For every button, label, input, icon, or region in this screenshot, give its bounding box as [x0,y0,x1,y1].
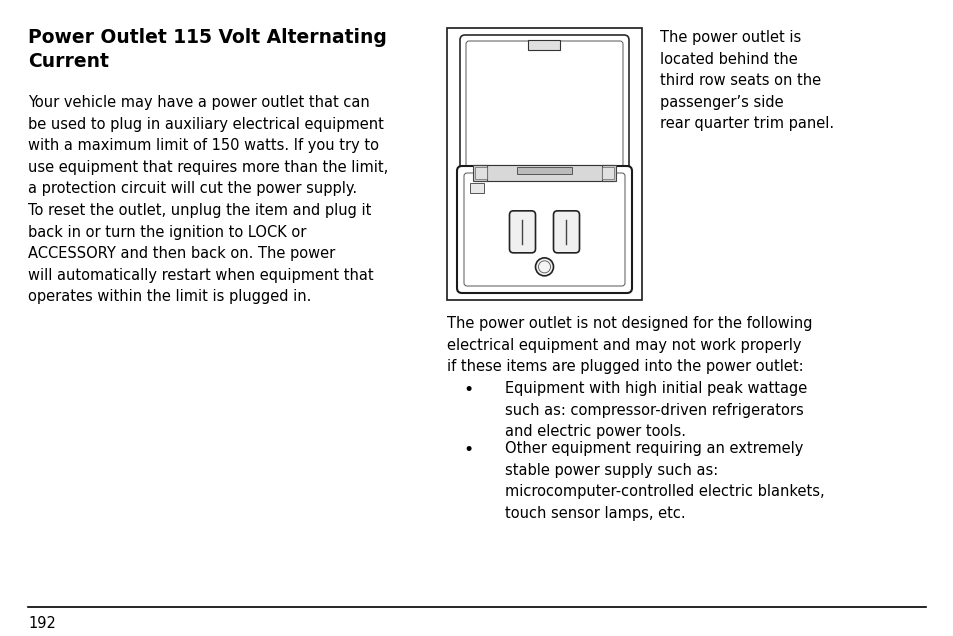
Circle shape [535,258,553,276]
Bar [601,167,614,179]
Bar [475,165,614,181]
Text: The power outlet is not designed for the following
electrical equipment and may : The power outlet is not designed for the… [447,316,812,374]
Bar [473,165,486,181]
Text: Your vehicle may have a power outlet that can
be used to plug in auxiliary elect: Your vehicle may have a power outlet tha… [28,95,388,305]
FancyBboxPatch shape [509,211,535,253]
Text: Current: Current [28,52,109,71]
Bar [517,167,572,174]
Text: The power outlet is
located behind the
third row seats on the
passenger’s side
r: The power outlet is located behind the t… [659,30,833,132]
Bar [470,183,483,193]
Text: •: • [462,441,473,459]
FancyBboxPatch shape [463,173,624,286]
Bar [601,165,616,181]
FancyBboxPatch shape [553,211,578,253]
Bar [475,167,486,179]
Text: Equipment with high initial peak wattage
such as: compressor-driven refrigerator: Equipment with high initial peak wattage… [504,381,806,439]
Text: •: • [462,381,473,399]
Text: 192: 192 [28,616,56,631]
Bar [447,28,641,300]
Text: Power Outlet 115 Volt Alternating: Power Outlet 115 Volt Alternating [28,28,387,47]
Text: Other equipment requiring an extremely
stable power supply such as:
microcompute: Other equipment requiring an extremely s… [504,441,823,521]
Bar [528,40,560,50]
FancyBboxPatch shape [465,41,622,167]
FancyBboxPatch shape [459,35,628,173]
Circle shape [537,261,550,273]
FancyBboxPatch shape [456,166,631,293]
